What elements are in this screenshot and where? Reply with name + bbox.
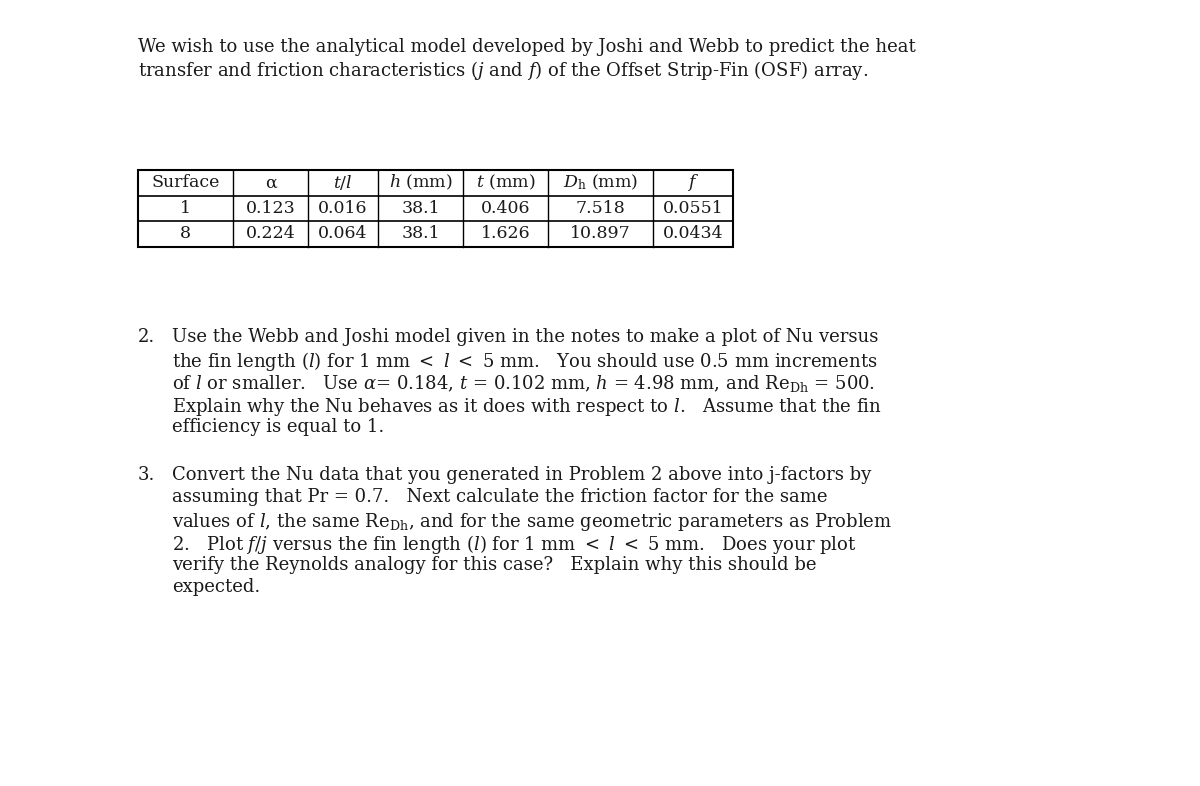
Text: 0.064: 0.064 <box>318 226 367 242</box>
Text: 1: 1 <box>180 200 191 217</box>
Text: transfer and friction characteristics ($j$ and $f$) of the Offset Strip-Fin (OSF: transfer and friction characteristics ($… <box>138 60 869 83</box>
Text: 38.1: 38.1 <box>401 226 440 242</box>
Text: α: α <box>265 174 276 191</box>
Text: We wish to use the analytical model developed by Joshi and Webb to predict the h: We wish to use the analytical model deve… <box>138 38 916 56</box>
Text: Surface: Surface <box>151 174 220 191</box>
Bar <box>138 170 733 247</box>
Text: 1.626: 1.626 <box>481 226 530 242</box>
Text: verify the Reynolds analogy for this case?   Explain why this should be: verify the Reynolds analogy for this cas… <box>172 556 816 574</box>
Text: 10.897: 10.897 <box>570 226 631 242</box>
Text: 2.   Plot $f$/$j$ versus the fin length ($l$) for 1 mm $<$ $l$ $<$ 5 mm.   Does : 2. Plot $f$/$j$ versus the fin length ($… <box>172 534 857 556</box>
Text: $h$ (mm): $h$ (mm) <box>389 173 452 193</box>
Text: Use the Webb and Joshi model given in the notes to make a plot of Nu versus: Use the Webb and Joshi model given in th… <box>172 328 878 346</box>
Text: assuming that Pr = 0.7.   Next calculate the friction factor for the same: assuming that Pr = 0.7. Next calculate t… <box>172 489 828 506</box>
Text: $f$: $f$ <box>686 172 700 193</box>
Text: 3.: 3. <box>138 466 155 484</box>
Text: $t$ (mm): $t$ (mm) <box>475 173 535 193</box>
Text: $t/l$: $t/l$ <box>334 173 353 193</box>
Text: values of $l$, the same Re$_\mathrm{Dh}$, and for the same geometric parameters : values of $l$, the same Re$_\mathrm{Dh}$… <box>172 511 892 533</box>
Text: expected.: expected. <box>172 578 260 597</box>
Text: 0.016: 0.016 <box>318 200 367 217</box>
Text: $D_\mathrm{h}$ (mm): $D_\mathrm{h}$ (mm) <box>563 173 638 193</box>
Text: Explain why the Nu behaves as it does with respect to $l$.   Assume that the fin: Explain why the Nu behaves as it does wi… <box>172 395 882 417</box>
Text: of $l$ or smaller.   Use $\alpha$= 0.184, $t$ = 0.102 mm, $h$ = 4.98 mm, and Re$: of $l$ or smaller. Use $\alpha$= 0.184, … <box>172 373 875 394</box>
Text: 0.224: 0.224 <box>246 226 295 242</box>
Text: 0.123: 0.123 <box>246 200 295 217</box>
Text: 8: 8 <box>180 226 191 242</box>
Text: Convert the Nu data that you generated in Problem 2 above into j-factors by: Convert the Nu data that you generated i… <box>172 466 871 484</box>
Text: the fin length ($l$) for 1 mm $<$ $l$ $<$ 5 mm.   You should use 0.5 mm incremen: the fin length ($l$) for 1 mm $<$ $l$ $<… <box>172 351 877 373</box>
Text: 38.1: 38.1 <box>401 200 440 217</box>
Text: 2.: 2. <box>138 328 155 346</box>
Text: 0.0434: 0.0434 <box>662 226 724 242</box>
Text: efficiency is equal to 1.: efficiency is equal to 1. <box>172 418 384 436</box>
Text: 0.0551: 0.0551 <box>662 200 724 217</box>
Text: 7.518: 7.518 <box>576 200 625 217</box>
Text: 0.406: 0.406 <box>481 200 530 217</box>
